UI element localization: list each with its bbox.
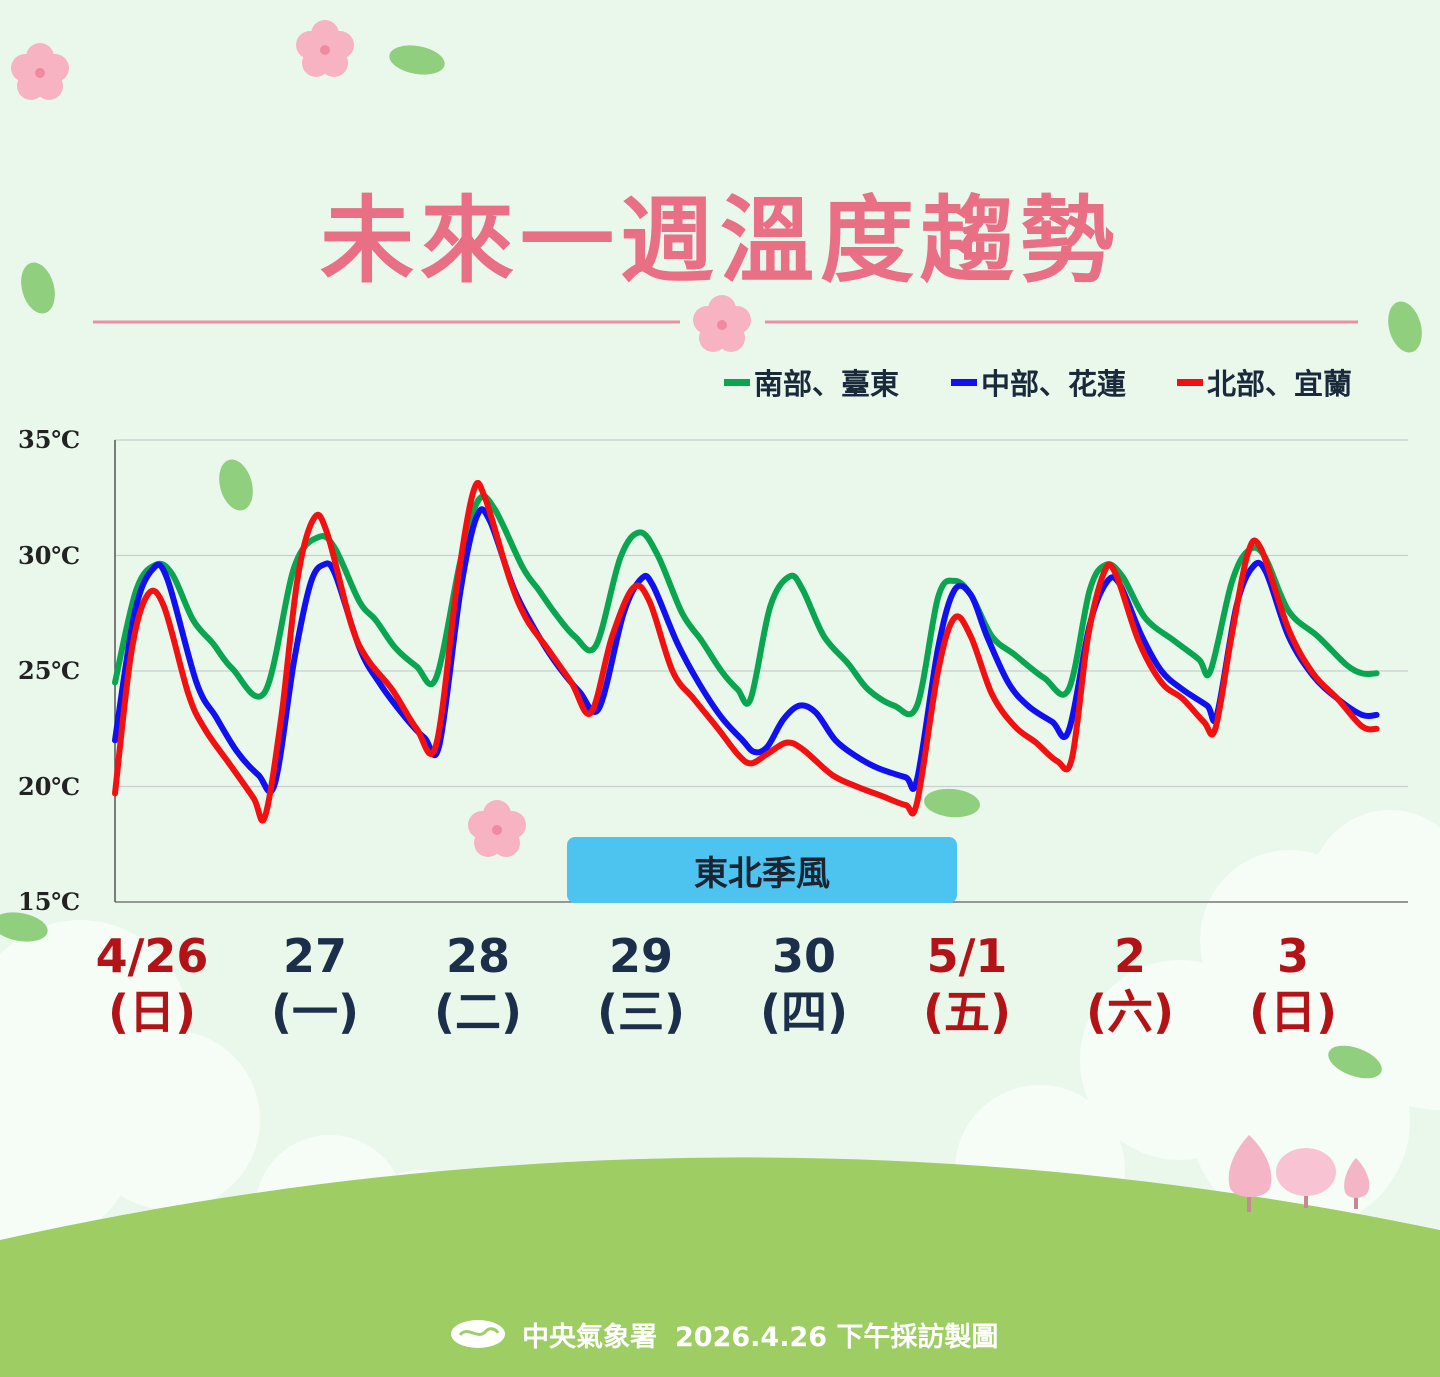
legend-item-south: 南部、臺東 <box>724 362 899 402</box>
legend-item-central: 中部、花蓮 <box>951 362 1126 402</box>
legend-swatch <box>951 378 977 386</box>
x-tick-date: 27 <box>282 929 347 983</box>
legend-label: 南部、臺東 <box>754 367 900 401</box>
y-tick-label: 30℃ <box>18 541 81 570</box>
x-tick-weekday: (日) <box>107 985 197 1039</box>
x-tick-date: 2 <box>1113 929 1146 983</box>
grass-hill <box>0 1157 1440 1377</box>
series-line-central <box>112 506 1380 795</box>
y-tick-label: 20℃ <box>18 772 81 801</box>
x-tick-label: 27 (一) <box>235 928 395 1040</box>
legend-swatch <box>724 378 750 386</box>
x-tick-label: 5/1 (五) <box>887 928 1047 1040</box>
x-tick-label: 28 (二) <box>398 928 558 1040</box>
blossom-icons <box>11 20 751 857</box>
tree-icons <box>1228 1135 1370 1212</box>
legend-label: 北部、宜蘭 <box>1207 367 1353 401</box>
footer-note: 2026.4.26 下午採訪製圖 <box>675 1321 999 1353</box>
x-tick-date: 4/26 <box>95 929 209 983</box>
y-tick-label: 15℃ <box>18 887 81 916</box>
x-tick-weekday: (五) <box>922 985 1012 1039</box>
y-tick-label: 35℃ <box>18 425 81 454</box>
x-tick-weekday: (二) <box>433 985 523 1039</box>
x-tick-label: 3 (日) <box>1213 928 1373 1040</box>
page-title: 未來一週溫度趨勢 <box>319 187 1120 296</box>
legend-swatch <box>1177 378 1203 386</box>
x-tick-label: 2 (六) <box>1050 928 1210 1040</box>
footer-credit: 中央氣象署 2026.4.26 下午採訪製圖 <box>450 1312 998 1356</box>
x-tick-date: 29 <box>608 929 673 983</box>
x-tick-weekday: (日) <box>1248 985 1338 1039</box>
x-tick-label: 4/26 (日) <box>72 928 232 1040</box>
x-tick-date: 3 <box>1276 929 1309 983</box>
x-tick-weekday: (三) <box>596 985 686 1039</box>
cwa-logo-icon <box>451 1320 505 1348</box>
x-tick-weekday: (四) <box>759 985 849 1039</box>
x-tick-date: 30 <box>771 929 836 983</box>
monsoon-annotation: 東北季風 <box>567 837 957 903</box>
x-tick-date: 5/1 <box>926 929 1008 983</box>
y-tick-label: 25℃ <box>18 656 81 685</box>
legend-item-north: 北部、宜蘭 <box>1177 362 1352 402</box>
x-tick-weekday: (一) <box>270 985 360 1039</box>
x-tick-label: 29 (三) <box>561 928 721 1040</box>
leaf-icons <box>0 45 1422 1079</box>
legend-label: 中部、花蓮 <box>981 367 1127 401</box>
series-line-north <box>112 479 1380 824</box>
footer-agency: 中央氣象署 <box>522 1321 657 1353</box>
x-tick-weekday: (六) <box>1085 985 1175 1039</box>
x-tick-label: 30 (四) <box>724 928 884 1040</box>
x-tick-date: 28 <box>445 929 510 983</box>
